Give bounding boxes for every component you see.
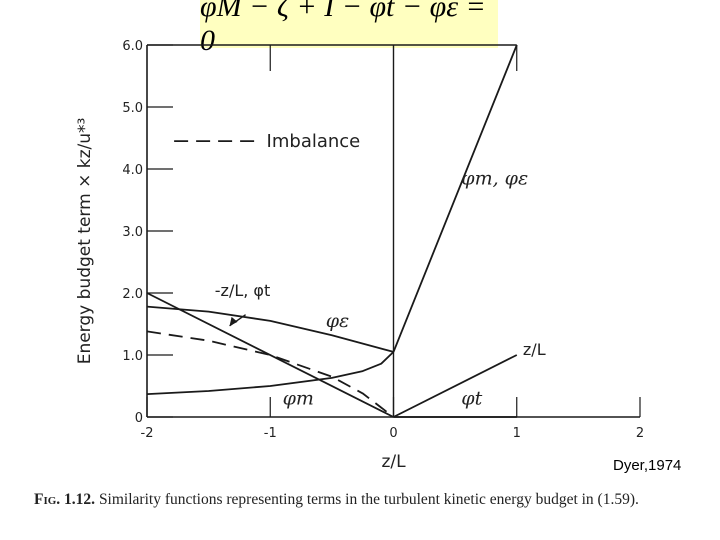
series-line--m- (392, 44, 518, 353)
plot-frame (146, 44, 640, 418)
series-annotation: z/L (523, 340, 546, 359)
y-tick-label: 2.0 (122, 287, 143, 302)
caption-label: Fig. 1.12. (34, 491, 96, 508)
x-axis-title: z/L (381, 452, 406, 472)
y-tick-label: 0 (135, 411, 143, 426)
series-line--z-l-t (146, 292, 394, 418)
series-line--m (146, 351, 395, 395)
equation-box: φM − ζ + I − φt − φε = 0 (200, 0, 498, 57)
annotation-arrow-head (229, 316, 238, 326)
equation-text: φM − ζ + I − φt − φε = 0 (200, 0, 486, 57)
series-annotation: φm, φε (461, 168, 528, 190)
tick-marks (146, 44, 641, 418)
series-annotation: φε (326, 310, 350, 332)
y-tick-label: 4.0 (122, 163, 143, 178)
legend-label: Imbalance (267, 131, 361, 152)
series-annotation: -z/L, φt (215, 281, 270, 300)
tick-labels: 0 1.0 2.0 3.0 4.0 5.0 6.0 -2 -1 0 1 2 (122, 39, 644, 441)
credit-text: Dyer,1974 (613, 457, 682, 474)
series-line-- (146, 305, 394, 353)
x-tick-label: -2 (141, 426, 154, 441)
legend: Imbalance (174, 131, 360, 152)
series-line-z-l (393, 354, 518, 418)
x-tick-label: -1 (264, 426, 277, 441)
series-layer (146, 44, 518, 418)
y-tick-label: 6.0 (122, 39, 143, 54)
series-line-imbalance (146, 330, 395, 418)
x-tick-label: 2 (636, 426, 644, 441)
figure-caption: Fig. 1.12. Similarity functions represen… (34, 490, 704, 510)
y-tick-label: 3.0 (122, 225, 143, 240)
y-tick-label: 1.0 (122, 349, 143, 364)
x-tick-label: 1 (513, 426, 521, 441)
series-annotation: φt (461, 388, 482, 410)
caption-text: Similarity functions representing terms … (98, 491, 639, 508)
annotation-layer: φm, φε φε φm -z/L, φt z/L φt (215, 168, 546, 410)
energy-budget-chart: 0 1.0 2.0 3.0 4.0 5.0 6.0 -2 -1 0 1 2 φm, φε φε φm -z/… (75, 39, 644, 472)
y-tick-label: 5.0 (122, 101, 143, 116)
x-tick-label: 0 (389, 426, 397, 441)
y-axis-title: Energy budget term × kz/u*³ (75, 118, 95, 365)
series-annotation: φm (283, 388, 314, 410)
